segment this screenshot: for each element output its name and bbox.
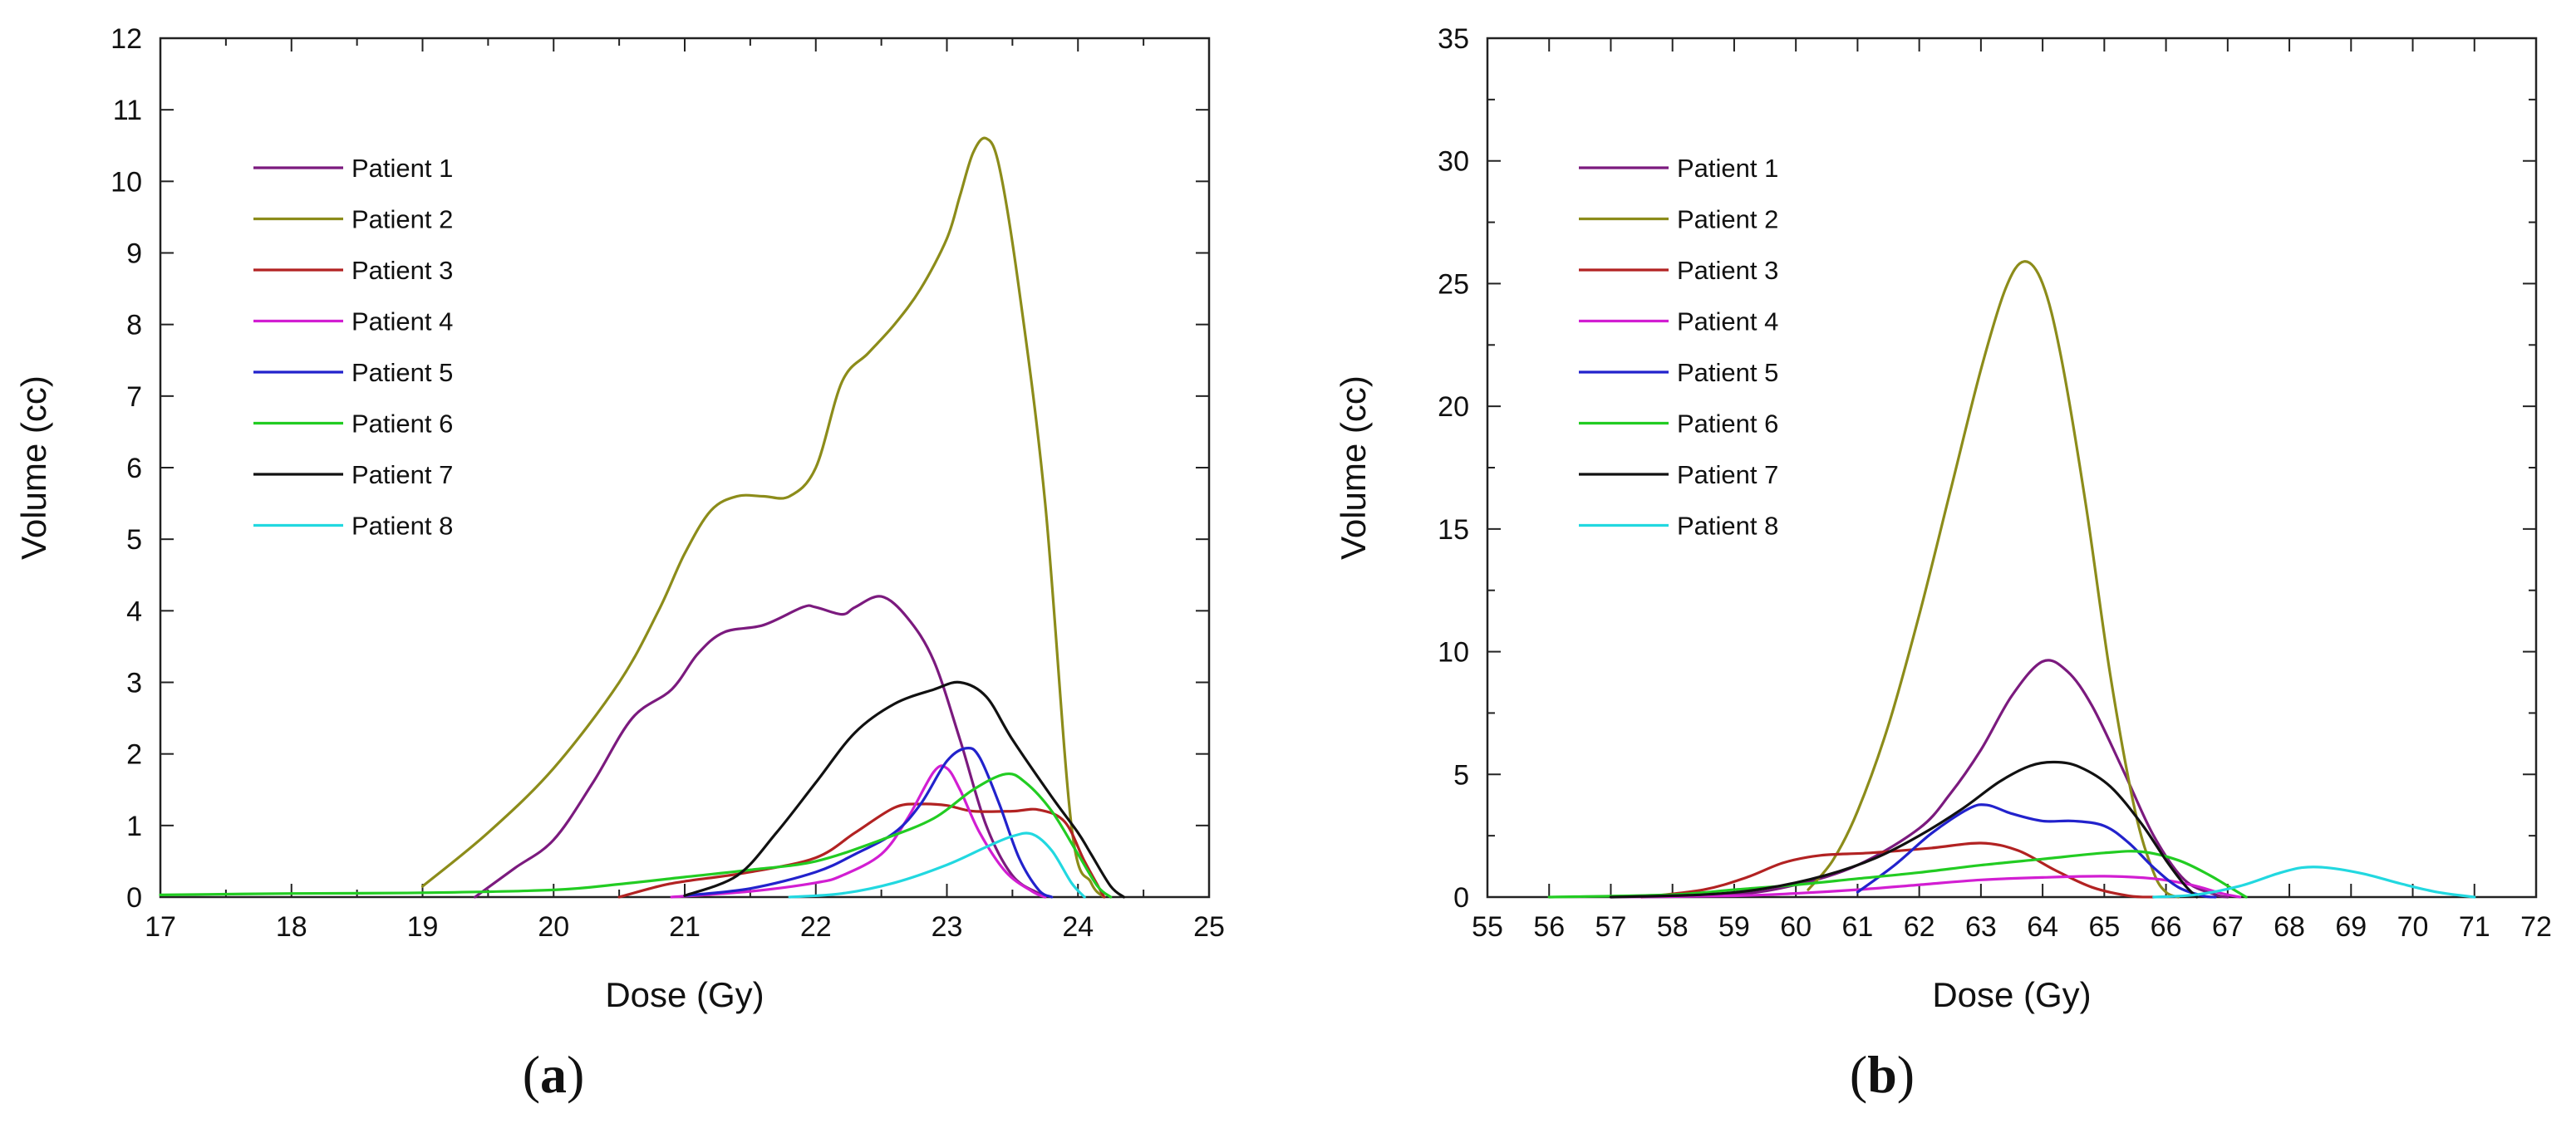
y-tick-label: 0 xyxy=(126,882,142,914)
y-tick-label: 3 xyxy=(126,668,142,699)
y-tick-label: 2 xyxy=(126,739,142,771)
legend-label: Patient 4 xyxy=(351,307,453,336)
x-tick-label: 69 xyxy=(2335,911,2367,943)
y-tick-label: 25 xyxy=(1438,268,1469,300)
series-lines xyxy=(1547,260,2476,899)
x-tick-label: 71 xyxy=(2459,911,2490,943)
legend-label: Patient 5 xyxy=(1677,358,1778,387)
x-tick-label: 66 xyxy=(2151,911,2182,943)
panel-b: 55 56 57 58 59 60 61 62 63 64 65 66 67 68 69 70 71 72 0 5 1… xyxy=(1334,23,2552,1104)
x-tick-label: 55 xyxy=(1472,911,1503,943)
x-tick-label: 57 xyxy=(1595,911,1627,943)
legend-label: Patient 6 xyxy=(1677,409,1778,439)
y-tick-label: 5 xyxy=(1453,759,1469,791)
series-line-patient-6 xyxy=(1547,850,2248,899)
axis-ticks xyxy=(160,37,1210,898)
y-axis-title: Volume (cc) xyxy=(1334,375,1373,560)
legend-label: Patient 3 xyxy=(1677,256,1778,285)
y-axis-title: Volume (cc) xyxy=(14,375,53,560)
y-tick-label: 30 xyxy=(1438,146,1469,178)
series-line-patient-2 xyxy=(1807,260,2180,899)
legend-label: Patient 4 xyxy=(1677,307,1778,336)
x-axis-title: Dose (Gy) xyxy=(605,975,764,1014)
y-tick-label: 5 xyxy=(126,524,142,556)
plot-area-frame xyxy=(159,37,1211,899)
series-line-patient-1 xyxy=(1639,659,2229,899)
series-line-patient-1 xyxy=(474,595,1047,899)
legend-label: Patient 5 xyxy=(351,358,453,387)
y-tick-label: 20 xyxy=(1438,391,1469,423)
y-tick-label: 10 xyxy=(111,166,142,198)
legend-label: Patient 1 xyxy=(1677,154,1778,183)
legend-label: Patient 7 xyxy=(1677,460,1778,489)
y-tick-label: 10 xyxy=(1438,637,1469,669)
legend-label: Patient 7 xyxy=(351,460,453,489)
legend-label: Patient 8 xyxy=(1677,512,1778,541)
x-tick-label: 25 xyxy=(1193,911,1225,943)
y-tick-label: 8 xyxy=(126,310,142,341)
series-line-patient-2 xyxy=(420,136,1106,899)
x-tick-label: 70 xyxy=(2397,911,2429,943)
x-tick-label: 21 xyxy=(669,911,701,943)
y-tick-labels: 0 5 10 15 20 25 30 35 xyxy=(1438,23,1469,914)
x-tick-label: 67 xyxy=(2212,911,2244,943)
x-tick-label: 24 xyxy=(1062,911,1094,943)
series-line-patient-6 xyxy=(159,772,1113,899)
y-tick-label: 12 xyxy=(111,23,142,55)
legend-label: Patient 2 xyxy=(351,205,453,234)
legend-label: Patient 1 xyxy=(351,154,453,183)
x-tick-label: 23 xyxy=(932,911,963,943)
legend: Patient 1 Patient 2 Patient 3 Patient 4 Pati… xyxy=(1579,154,1778,541)
x-tick-label: 65 xyxy=(2088,911,2120,943)
x-tick-label: 20 xyxy=(538,911,569,943)
y-tick-label: 11 xyxy=(113,95,142,126)
series-line-patient-4 xyxy=(670,764,1047,899)
y-tick-label: 9 xyxy=(126,238,142,270)
x-tick-labels: 55 56 57 58 59 60 61 62 63 64 65 66 67 68 69 70 71 72 xyxy=(1472,911,2552,943)
y-tick-label: 15 xyxy=(1438,514,1469,546)
x-tick-label: 62 xyxy=(1904,911,1935,943)
panel-label-a: (a) xyxy=(523,1045,585,1104)
x-tick-label: 19 xyxy=(407,911,439,943)
y-tick-label: 7 xyxy=(126,381,142,413)
y-tick-label: 4 xyxy=(126,596,142,627)
y-tick-label: 35 xyxy=(1438,23,1469,55)
x-tick-label: 64 xyxy=(2027,911,2058,943)
series-line-patient-8 xyxy=(2152,866,2476,899)
series-lines xyxy=(159,136,1126,899)
series-line-patient-7 xyxy=(683,680,1126,899)
series-line-patient-3 xyxy=(1639,841,2156,899)
x-tick-label: 56 xyxy=(1533,911,1565,943)
legend-label: Patient 2 xyxy=(1677,205,1778,234)
y-tick-label: 1 xyxy=(126,811,142,842)
x-tick-labels: 17 18 19 20 21 22 23 24 25 xyxy=(145,911,1225,943)
x-tick-label: 22 xyxy=(800,911,832,943)
x-tick-label: 72 xyxy=(2520,911,2552,943)
series-line-patient-7 xyxy=(1609,760,2199,899)
x-tick-label: 58 xyxy=(1657,911,1689,943)
legend: Patient 1 Patient 2 Patient 3 Patient 4 Pati… xyxy=(253,154,453,541)
series-line-patient-5 xyxy=(683,746,1054,899)
legend-label: Patient 8 xyxy=(351,512,453,541)
series-line-patient-4 xyxy=(1609,875,2242,899)
series-line-patient-5 xyxy=(1856,803,2217,899)
panel-label-b: (b) xyxy=(1850,1045,1915,1104)
x-tick-label: 17 xyxy=(145,911,176,943)
x-tick-label: 18 xyxy=(276,911,307,943)
series-line-patient-8 xyxy=(788,831,1086,899)
legend-label: Patient 6 xyxy=(351,409,453,439)
y-tick-label: 0 xyxy=(1453,882,1469,914)
x-tick-label: 68 xyxy=(2274,911,2305,943)
plot-area-frame xyxy=(1486,37,2538,899)
legend-label: Patient 3 xyxy=(351,256,453,285)
x-tick-label: 61 xyxy=(1841,911,1873,943)
x-tick-label: 60 xyxy=(1780,911,1812,943)
x-tick-label: 63 xyxy=(1965,911,1997,943)
x-axis-title: Dose (Gy) xyxy=(1932,975,2091,1014)
y-tick-label: 6 xyxy=(126,453,142,484)
x-tick-label: 59 xyxy=(1718,911,1750,943)
